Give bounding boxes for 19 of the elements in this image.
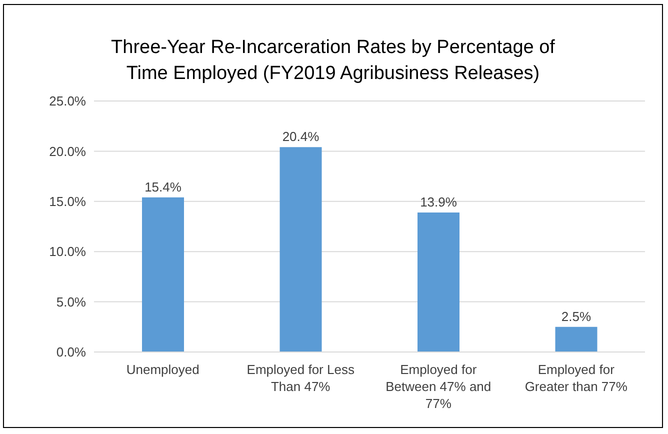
- x-tick-label: Unemployed: [126, 362, 200, 377]
- bar: [418, 212, 460, 352]
- bar: [280, 147, 322, 352]
- x-tick-label: Employed for Between 47% and 77%: [386, 362, 492, 411]
- y-tick-label: 25.0%: [49, 94, 86, 109]
- bar: [142, 197, 184, 352]
- data-label: 20.4%: [282, 129, 320, 144]
- chart-title: Three-Year Re-Incarceration Rates by Percentage of Time Employed (FY2019 Agribusiness Releases): [110, 36, 556, 86]
- y-tick-label: 5.0%: [56, 294, 86, 310]
- data-label: 13.9%: [420, 194, 458, 210]
- x-tick-label: Employed for Greater than 77%: [524, 362, 628, 394]
- bar: [555, 326, 598, 352]
- data-label: 15.4%: [144, 179, 182, 194]
- y-tick-label: 10.0%: [49, 244, 86, 260]
- y-tick-label: 15.0%: [49, 194, 86, 210]
- data-label: 2.5%: [561, 308, 592, 324]
- y-tick-label: 0.0%: [56, 344, 86, 360]
- y-tick-label: 20.0%: [49, 144, 86, 159]
- x-tick-label: Employed for Less Than 47%: [246, 362, 355, 394]
